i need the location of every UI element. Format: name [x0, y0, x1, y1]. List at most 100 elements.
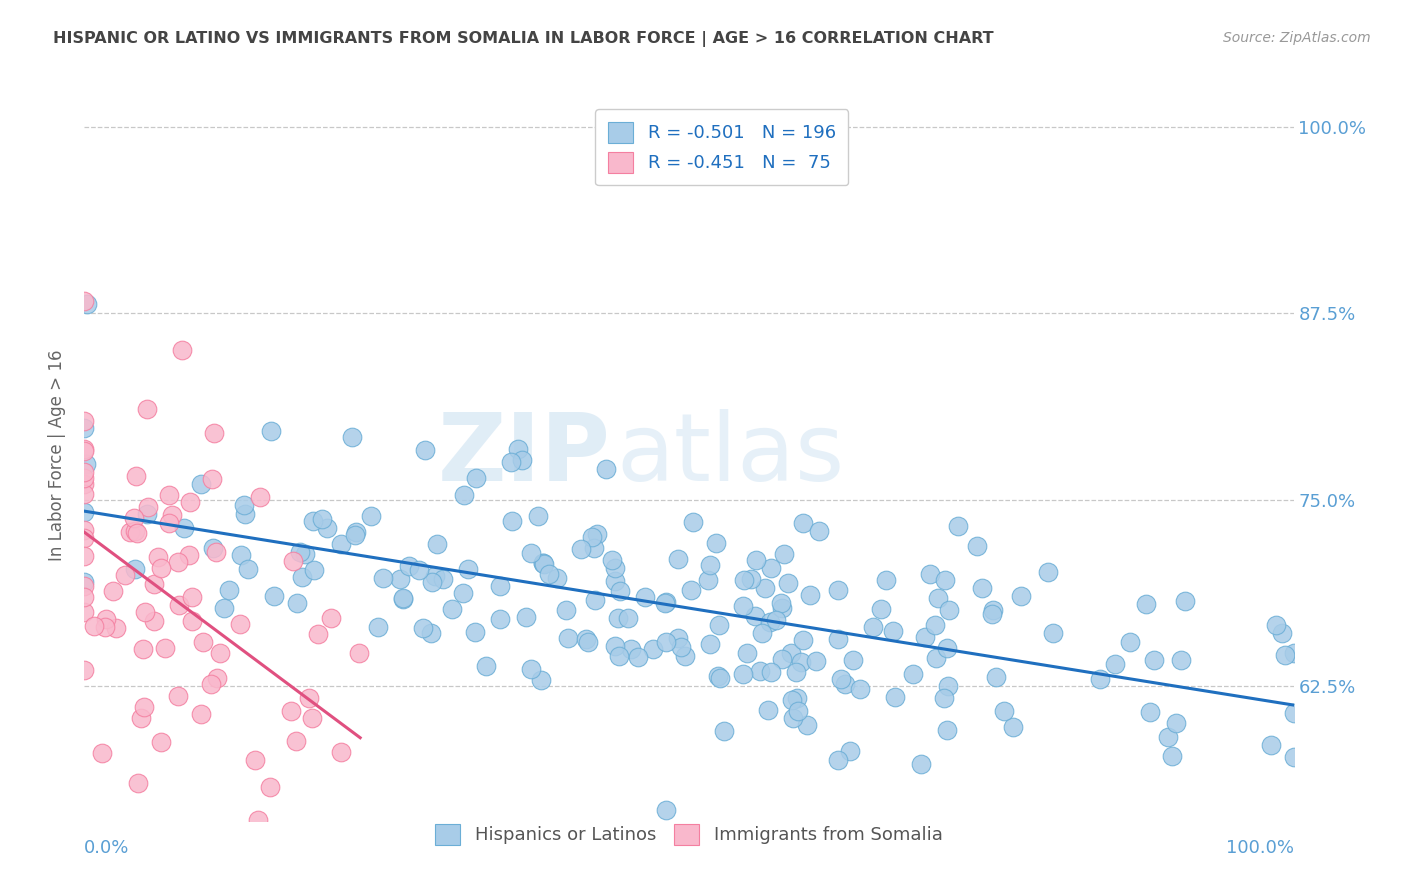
Point: [489, 612, 512, 626]
Point: [288, 545, 311, 559]
Point: [153, 640, 176, 655]
Point: [607, 611, 630, 625]
Point: [419, 626, 441, 640]
Point: [146, 549, 169, 564]
Point: [499, 454, 522, 468]
Point: [193, 635, 215, 649]
Point: [776, 575, 799, 590]
Point: [73, 421, 96, 435]
Point: [655, 803, 678, 817]
Point: [666, 552, 689, 566]
Point: [1042, 626, 1064, 640]
Point: [569, 541, 592, 556]
Point: [329, 745, 352, 759]
Point: [759, 665, 782, 679]
Point: [666, 631, 689, 645]
Point: [786, 691, 808, 706]
Point: [679, 582, 702, 597]
Point: [634, 590, 657, 604]
Point: [229, 617, 252, 632]
Point: [903, 667, 925, 681]
Point: [135, 401, 157, 416]
Point: [412, 621, 434, 635]
Point: [73, 477, 96, 491]
Point: [124, 524, 146, 538]
Point: [682, 515, 704, 529]
Point: [654, 596, 676, 610]
Point: [249, 490, 271, 504]
Point: [190, 477, 212, 491]
Point: [576, 635, 599, 649]
Point: [260, 424, 283, 438]
Point: [1142, 653, 1164, 667]
Point: [744, 609, 766, 624]
Point: [925, 650, 948, 665]
Point: [927, 591, 949, 605]
Point: [465, 471, 488, 485]
Point: [884, 690, 907, 705]
Point: [546, 570, 568, 584]
Point: [451, 586, 474, 600]
Point: [745, 553, 768, 567]
Point: [73, 605, 96, 619]
Point: [605, 639, 627, 653]
Point: [756, 703, 779, 717]
Point: [127, 776, 149, 790]
Point: [749, 664, 772, 678]
Point: [73, 574, 96, 589]
Point: [284, 733, 307, 747]
Point: [125, 525, 148, 540]
Point: [910, 756, 932, 771]
Point: [782, 711, 804, 725]
Point: [205, 671, 228, 685]
Point: [609, 584, 631, 599]
Point: [190, 707, 212, 722]
Point: [533, 557, 555, 571]
Point: [782, 693, 804, 707]
Point: [263, 589, 285, 603]
Point: [218, 582, 240, 597]
Point: [422, 574, 444, 589]
Point: [531, 556, 554, 570]
Point: [398, 558, 420, 573]
Point: [519, 662, 541, 676]
Point: [792, 633, 814, 648]
Point: [166, 555, 188, 569]
Point: [1002, 720, 1025, 734]
Point: [440, 602, 463, 616]
Point: [1282, 750, 1305, 764]
Point: [73, 590, 96, 604]
Point: [169, 598, 191, 612]
Point: [122, 511, 145, 525]
Text: 0.0%: 0.0%: [84, 838, 129, 857]
Point: [984, 670, 1007, 684]
Point: [238, 562, 260, 576]
Point: [934, 691, 956, 706]
Point: [1174, 594, 1197, 608]
Point: [73, 442, 96, 457]
Point: [118, 525, 141, 540]
Point: [583, 593, 606, 607]
Point: [73, 294, 96, 309]
Point: [655, 634, 678, 648]
Point: [76, 297, 98, 311]
Point: [475, 658, 498, 673]
Point: [157, 488, 180, 502]
Point: [882, 624, 904, 639]
Point: [73, 444, 96, 458]
Point: [934, 574, 956, 588]
Point: [807, 524, 830, 539]
Point: [827, 632, 849, 646]
Point: [557, 632, 579, 646]
Point: [1274, 648, 1296, 662]
Point: [770, 601, 793, 615]
Point: [936, 640, 959, 655]
Point: [201, 541, 224, 555]
Point: [132, 641, 155, 656]
Point: [294, 548, 316, 562]
Point: [1010, 589, 1032, 603]
Point: [344, 524, 367, 539]
Point: [607, 648, 630, 663]
Point: [302, 514, 325, 528]
Point: [848, 682, 870, 697]
